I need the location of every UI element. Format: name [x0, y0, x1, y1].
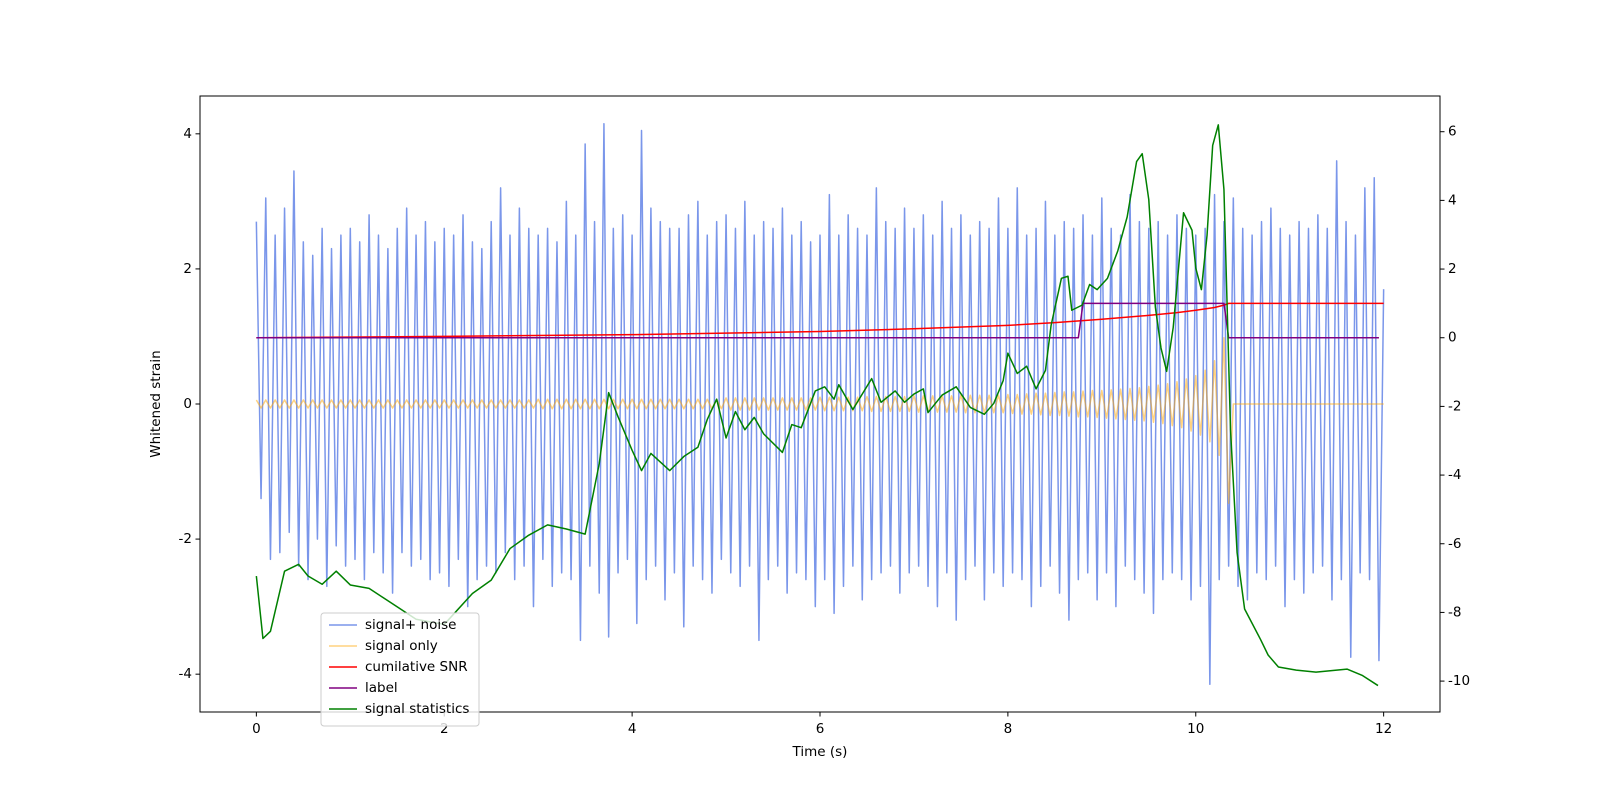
- x-tick-label: 12: [1375, 721, 1392, 737]
- legend-label: signal statistics: [365, 701, 469, 717]
- y2-tick-label: 2: [1448, 261, 1457, 277]
- legend-label: cumilative SNR: [365, 659, 468, 675]
- legend-box: [320, 612, 480, 727]
- x-tick-label: 6: [816, 721, 825, 737]
- x-tick-label: 0: [252, 721, 261, 737]
- y-tick-label: 0: [183, 396, 192, 412]
- y-tick-label: 2: [183, 261, 192, 277]
- y-tick-label: -4: [179, 666, 192, 682]
- series-line: [256, 302, 1384, 339]
- legend: signal+ noise signal only cumilative SNR la…: [320, 612, 480, 727]
- x-tick-label: 4: [628, 721, 637, 737]
- y2-tick-label: 6: [1448, 124, 1457, 140]
- legend-label: signal only: [365, 638, 438, 654]
- y2-tick-label: 4: [1448, 192, 1457, 208]
- y2-tick-label: -4: [1448, 467, 1461, 483]
- series-line: [255, 124, 1379, 687]
- legend-label: signal+ noise: [365, 617, 456, 633]
- y2-tick-label: -10: [1448, 673, 1470, 689]
- y-tick-label: -2: [179, 531, 192, 547]
- y-axis-label: Whitened strain: [148, 350, 164, 457]
- y2-tick-label: -2: [1448, 398, 1461, 414]
- y2-tick-label: -8: [1448, 604, 1461, 620]
- plot-area: [255, 122, 1385, 687]
- x-tick-label: 8: [1004, 721, 1013, 737]
- y-tick-label: 4: [183, 126, 192, 142]
- x-tick-label: 10: [1187, 721, 1204, 737]
- x-axis-label: Time (s): [792, 744, 848, 760]
- series-line: [255, 337, 1384, 505]
- x-tick-label: 2: [440, 721, 449, 737]
- y2-tick-label: 0: [1448, 330, 1457, 346]
- legend-label: label: [365, 680, 398, 696]
- y2-tick-label: -6: [1448, 536, 1461, 552]
- series-line: [255, 122, 1385, 686]
- series-line: [256, 302, 1379, 339]
